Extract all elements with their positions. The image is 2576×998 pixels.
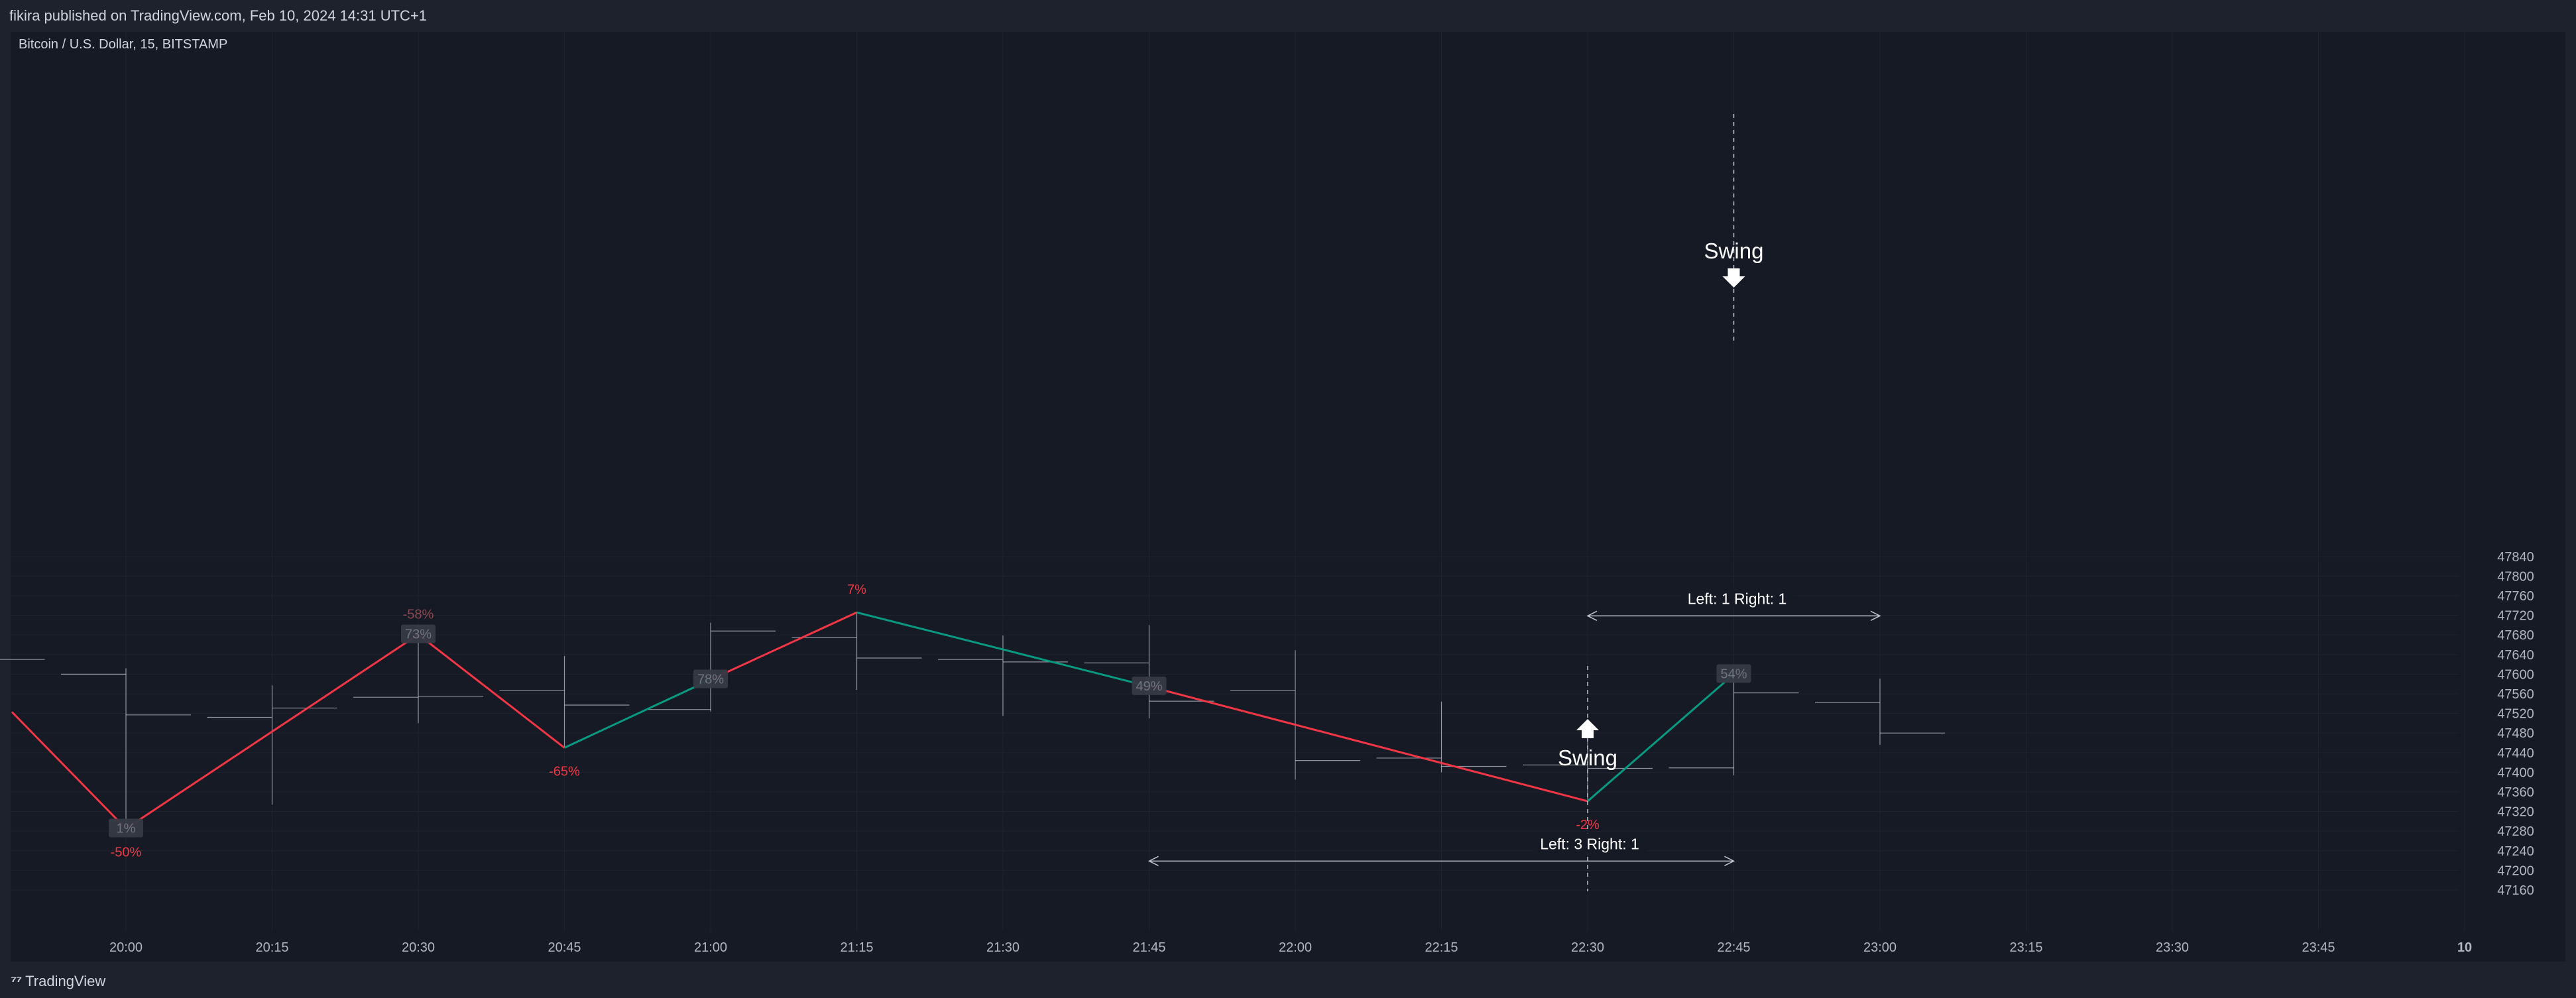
pivot-box: [1716, 664, 1751, 683]
y-tick-label: 47600: [2497, 667, 2534, 682]
x-tick-label: 10: [2457, 940, 2472, 955]
pivot-box: [401, 624, 436, 643]
ohlc-bar: [207, 685, 337, 805]
pivot-box-label: 54%: [1720, 667, 1747, 681]
x-tick-label: 20:30: [402, 940, 435, 955]
ohlc-bar: [61, 668, 191, 829]
pivot-box: [1132, 676, 1167, 695]
x-tick-label: 22:15: [1425, 940, 1458, 955]
ohlc-bar: [1669, 674, 1799, 775]
y-tick-label: 47160: [2497, 883, 2534, 898]
ohlc-bar: [1084, 625, 1214, 718]
ohlc-bar: [646, 622, 776, 712]
range-label-bg: [1680, 588, 1794, 608]
ohlc-bar: [353, 634, 483, 724]
range-arrow-left-icon: [1586, 610, 1598, 622]
y-tick-label: 47680: [2497, 628, 2534, 643]
x-tick-label: 23:00: [1863, 940, 1897, 955]
arrow-up-icon: [1576, 719, 1599, 738]
pivot-label: -50%: [111, 846, 142, 860]
y-tick-label: 47720: [2497, 609, 2534, 624]
x-tick-label: 21:00: [694, 940, 727, 955]
x-tick-label: 20:45: [548, 940, 581, 955]
arrow-down-icon: [1722, 268, 1745, 288]
y-tick-label: 47320: [2497, 805, 2534, 820]
y-tick-label: 47560: [2497, 687, 2534, 702]
x-tick-label: 23:30: [2156, 940, 2189, 955]
zigzag-segment: [125, 634, 419, 830]
bottom-bar: [0, 962, 2576, 998]
y-tick-label: 47440: [2497, 746, 2534, 761]
zigzag-segment: [563, 679, 711, 749]
pivot-label: -65%: [549, 764, 580, 779]
zigzag-segment: [710, 611, 858, 681]
pivot-box-label: 73%: [405, 627, 432, 641]
range-label-bottom: Left: 3 Right: 1: [1540, 835, 1639, 852]
x-tick-label: 23:15: [2009, 940, 2042, 955]
pivot-box: [693, 669, 728, 689]
ohlc-bar: [1230, 650, 1360, 780]
x-tick-label: 21:45: [1132, 940, 1165, 955]
y-tick-label: 47480: [2497, 726, 2534, 741]
range-label-top: Left: 1 Right: 1: [1688, 590, 1787, 607]
x-tick-label: 21:15: [840, 940, 873, 955]
range-arrow-left-icon: [1147, 856, 1159, 867]
x-tick-label: 21:30: [986, 940, 1020, 955]
x-tick-label: 22:30: [1571, 940, 1604, 955]
x-tick-label: 22:00: [1279, 940, 1312, 955]
zigzag-segment: [11, 711, 127, 830]
y-tick-label: 47800: [2497, 569, 2534, 584]
chart-pane[interactable]: [11, 32, 2565, 962]
y-tick-label: 47760: [2497, 589, 2534, 604]
swing-label-bottom: Swing: [1558, 746, 1617, 770]
x-tick-label: 23:45: [2302, 940, 2335, 955]
y-tick-label: 47400: [2497, 765, 2534, 780]
y-tick-label: 47520: [2497, 707, 2534, 722]
x-tick-label: 20:15: [255, 940, 288, 955]
y-tick-label: 47240: [2497, 844, 2534, 859]
symbol-title[interactable]: Bitcoin / U.S. Dollar, 15, BITSTAMP: [19, 37, 228, 52]
swing-label-top: Swing: [1704, 239, 1764, 263]
top-bar: fikira published on TradingView.com, Feb…: [0, 0, 2576, 32]
range-arrow-right-icon: [1870, 610, 1881, 622]
tradingview-logo-text: TradingView: [25, 973, 106, 989]
zigzag-segment: [1149, 685, 1588, 803]
ohlc-bar: [499, 656, 630, 748]
x-tick-label: 22:45: [1717, 940, 1750, 955]
y-tick-label: 47200: [2497, 863, 2534, 878]
range-arrow-right-icon: [1724, 856, 1735, 867]
range-label-bg: [1533, 833, 1646, 854]
ohlc-bar: [1376, 701, 1507, 773]
zigzag-segment: [418, 634, 565, 749]
zigzag-segment: [856, 611, 1149, 688]
pivot-box-label: 78%: [697, 673, 724, 687]
y-tick-label: 47280: [2497, 824, 2534, 839]
y-tick-label: 47360: [2497, 785, 2534, 800]
ohlc-bar: [1815, 679, 1945, 745]
y-tick-label: 47840: [2497, 550, 2534, 565]
x-tick-label: 20:00: [109, 940, 143, 955]
pivot-box-label: 49%: [1136, 679, 1162, 694]
publish-info: fikira published on TradingView.com, Feb…: [9, 7, 428, 24]
tradingview-logo[interactable]: ⁷⁷ TradingView: [11, 973, 105, 990]
pivot-box: [109, 818, 143, 838]
tradingview-logo-icon: ⁷⁷: [11, 973, 22, 989]
y-tick-label: 47640: [2497, 648, 2534, 663]
ohlc-bar: [938, 635, 1068, 716]
pivot-label: -58%: [403, 607, 434, 622]
pivot-label: 7%: [847, 582, 866, 597]
pivot-box-label: 1%: [117, 822, 136, 836]
zigzag-segment: [1587, 673, 1735, 803]
